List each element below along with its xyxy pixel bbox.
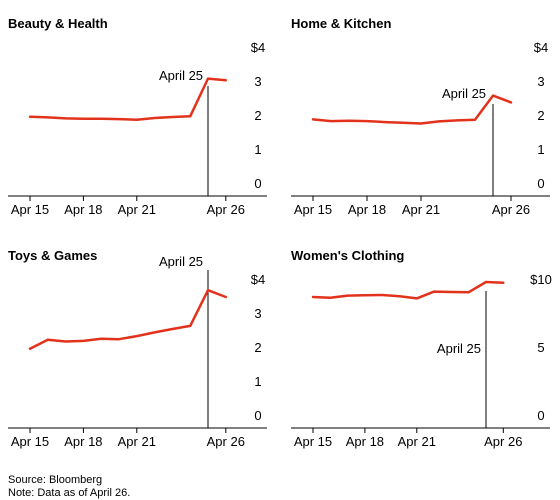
series-line	[311, 280, 505, 300]
x-tick-label: Apr 26	[492, 202, 530, 217]
series-line	[28, 77, 228, 121]
y-tick-label: 1	[254, 374, 261, 389]
y-tick-label: $4	[251, 40, 265, 55]
x-tick-label: Apr 21	[118, 202, 156, 217]
y-tick-label: 1	[254, 142, 261, 157]
annotation-label: April 25	[437, 341, 481, 356]
y-tick-label: $4	[534, 40, 548, 55]
annotation-label: April 25	[159, 254, 203, 269]
y-tick-label: 2	[254, 340, 261, 355]
y-tick-label: 5	[537, 340, 544, 355]
x-tick-label: Apr 15	[294, 434, 332, 449]
series-line	[28, 288, 228, 350]
y-tick-label: 2	[254, 108, 261, 123]
y-tick-label: 3	[254, 74, 261, 89]
panel-title: Toys & Games	[8, 248, 97, 263]
y-tick-label: 0	[254, 176, 261, 191]
x-tick-label: Apr 15	[11, 434, 49, 449]
y-tick-label: $10	[530, 272, 552, 287]
y-tick-label: 3	[254, 306, 261, 321]
y-tick-label: 0	[537, 176, 544, 191]
x-tick-label: Apr 15	[11, 202, 49, 217]
y-tick-label: 3	[537, 74, 544, 89]
x-tick-label: Apr 21	[402, 202, 440, 217]
x-tick-label: Apr 18	[346, 434, 384, 449]
x-tick-label: Apr 21	[118, 434, 156, 449]
annotation-label: April 25	[442, 86, 486, 101]
data-note: Note: Data as of April 26.	[8, 487, 131, 499]
panel-title: Beauty & Health	[8, 16, 108, 31]
x-tick-label: Apr 26	[484, 434, 522, 449]
y-tick-label: 0	[537, 408, 544, 423]
series-line	[311, 94, 513, 125]
x-tick-label: Apr 26	[207, 434, 245, 449]
y-tick-label: 0	[254, 408, 261, 423]
annotation-label: April 25	[159, 68, 203, 83]
x-tick-label: Apr 15	[294, 202, 332, 217]
panel-title: Women's Clothing	[291, 248, 404, 263]
y-tick-label: 1	[537, 142, 544, 157]
panel-title: Home & Kitchen	[291, 16, 391, 31]
source-note: Source: Bloomberg	[8, 474, 103, 486]
x-tick-label: Apr 26	[207, 202, 245, 217]
x-tick-label: Apr 18	[348, 202, 386, 217]
x-tick-label: Apr 18	[64, 434, 102, 449]
y-tick-label: $4	[251, 272, 265, 287]
y-tick-label: 2	[537, 108, 544, 123]
x-tick-label: Apr 21	[398, 434, 436, 449]
x-tick-label: Apr 18	[64, 202, 102, 217]
